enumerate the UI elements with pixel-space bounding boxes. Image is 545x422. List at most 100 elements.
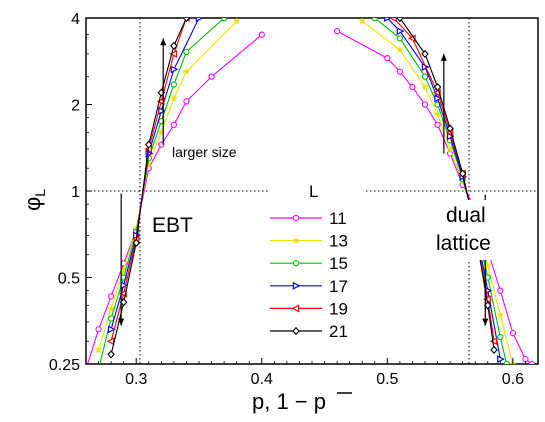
data-point-L15-right xyxy=(497,334,504,341)
legend-marker-L21 xyxy=(292,326,300,336)
svg-text:φL: φL xyxy=(20,189,48,211)
legend-label-L17: 17 xyxy=(329,277,348,296)
legend-marker-L19 xyxy=(291,304,300,313)
data-point-L11-right xyxy=(333,27,341,35)
data-point-L11-right xyxy=(396,68,404,75)
data-point-L13-right xyxy=(421,83,429,91)
legend-background xyxy=(268,178,364,338)
series-line-L17-left xyxy=(110,18,200,330)
data-point-L15-right xyxy=(371,18,378,22)
series-line-L11-right xyxy=(336,30,533,364)
data-point-L11-left xyxy=(95,326,102,333)
axis-ticks: 0.3 0.4 0.5 0.6 0.25 0.5 1 2 4 xyxy=(49,11,526,388)
data-point-L11-right xyxy=(497,287,504,294)
data-point-L21-left xyxy=(170,41,178,50)
data-point-L17-right xyxy=(497,355,505,364)
data-point-L13-left xyxy=(107,304,115,312)
legend-marker-L13 xyxy=(292,236,300,244)
data-point-L11-right xyxy=(522,355,529,363)
x-tick-label: 0.5 xyxy=(376,371,398,388)
data-point-L11-right xyxy=(509,330,517,337)
data-point-L19-right xyxy=(489,337,498,346)
ebt-label-background xyxy=(150,208,206,238)
data-point-L19-right xyxy=(389,18,397,22)
legend-marker-L15 xyxy=(292,260,300,267)
data-point-L11-right xyxy=(409,83,416,91)
legend-label-L19: 19 xyxy=(329,299,348,318)
legend-label-L11: 11 xyxy=(329,209,347,228)
y-axis-title-main: φ xyxy=(20,197,45,211)
data-point-L17-right xyxy=(396,27,405,36)
annotation-ebt: EBT xyxy=(152,214,193,237)
data-point-L21-right xyxy=(396,18,404,23)
legend-marker-L11 xyxy=(292,214,300,222)
data-point-L11-right xyxy=(434,121,441,128)
data-point-L17-left xyxy=(195,18,204,22)
data-point-L21-right xyxy=(458,169,467,178)
legend-label-L13: 13 xyxy=(329,232,348,251)
y-axis-title: φL xyxy=(20,189,48,211)
legend: L 11 13 15 17 19 21 xyxy=(270,182,348,341)
data-point-L15-left xyxy=(220,18,228,22)
data-point-L11-right xyxy=(421,101,429,108)
series-line-L21-right xyxy=(399,18,495,350)
data-point-L15-left xyxy=(170,81,178,88)
data-point-L17-left xyxy=(107,325,116,334)
dual-label-background xyxy=(434,200,510,260)
annotation-dual: dual xyxy=(446,204,486,227)
data-point-L13-left xyxy=(232,18,241,25)
data-point-L17-right xyxy=(434,94,443,103)
data-point-L13-right xyxy=(358,18,367,25)
data-point-L13-left xyxy=(94,345,103,354)
data-point-L13-right xyxy=(396,45,404,54)
data-point-L11-left xyxy=(258,31,265,38)
legend-label-L15: 15 xyxy=(329,254,348,273)
data-point-L17-left xyxy=(170,65,179,74)
data-point-L11-right xyxy=(384,54,391,62)
data-point-L21-right xyxy=(446,124,454,133)
x-tick-label: 0.3 xyxy=(125,371,147,388)
data-point-L11-right xyxy=(528,360,535,364)
x-axis-title: p, 1 − p xyxy=(252,389,326,414)
series-line-L13-right xyxy=(361,20,514,364)
legend-marker-L17 xyxy=(292,281,301,290)
data-point-L15-left xyxy=(107,315,115,322)
data-point-L15-right xyxy=(396,35,404,42)
x-tick-label: 0.6 xyxy=(502,371,524,388)
data-point-L21-left xyxy=(145,140,153,149)
legend-label-L21: 21 xyxy=(329,322,348,341)
data-point-L17-right xyxy=(384,18,392,22)
data-point-L21-right xyxy=(433,82,442,92)
y-tick-label: 1 xyxy=(71,184,80,201)
data-point-L11-left xyxy=(170,121,178,128)
arrow-up-right xyxy=(440,53,447,154)
data-point-L11-left xyxy=(208,73,215,80)
data-point-L15-right xyxy=(503,360,510,364)
data-point-L13-right xyxy=(496,311,505,319)
data-point-L13-left xyxy=(170,94,178,102)
data-point-L21-right xyxy=(490,345,498,354)
y-tick-label: 2 xyxy=(71,98,80,115)
arrow-down-left xyxy=(118,193,125,326)
data-point-L19-left xyxy=(156,97,165,106)
legend-title: L xyxy=(309,182,318,201)
annotation-lattice: lattice xyxy=(436,232,491,255)
data-point-L15-right xyxy=(421,73,429,80)
data-point-L21-left xyxy=(182,18,191,23)
y-tick-label: 4 xyxy=(71,11,80,28)
data-point-L15-left xyxy=(96,366,101,371)
data-point-L19-left xyxy=(169,49,178,58)
data-point-L11-left xyxy=(183,98,190,105)
data-point-L21-right xyxy=(421,49,429,59)
series-line-L15-right xyxy=(374,18,508,364)
x-tick-label: 0.4 xyxy=(251,371,273,388)
y-tick-label: 0.5 xyxy=(58,271,80,288)
y-axis-title-sub: L xyxy=(32,189,48,197)
data-point-L13-right xyxy=(433,110,442,118)
data-point-L11-left xyxy=(107,293,115,300)
data-point-L19-left xyxy=(106,337,115,346)
data-point-L11-left xyxy=(83,366,88,371)
data-point-L15-left xyxy=(183,48,190,55)
data-point-L13-left xyxy=(182,67,191,76)
